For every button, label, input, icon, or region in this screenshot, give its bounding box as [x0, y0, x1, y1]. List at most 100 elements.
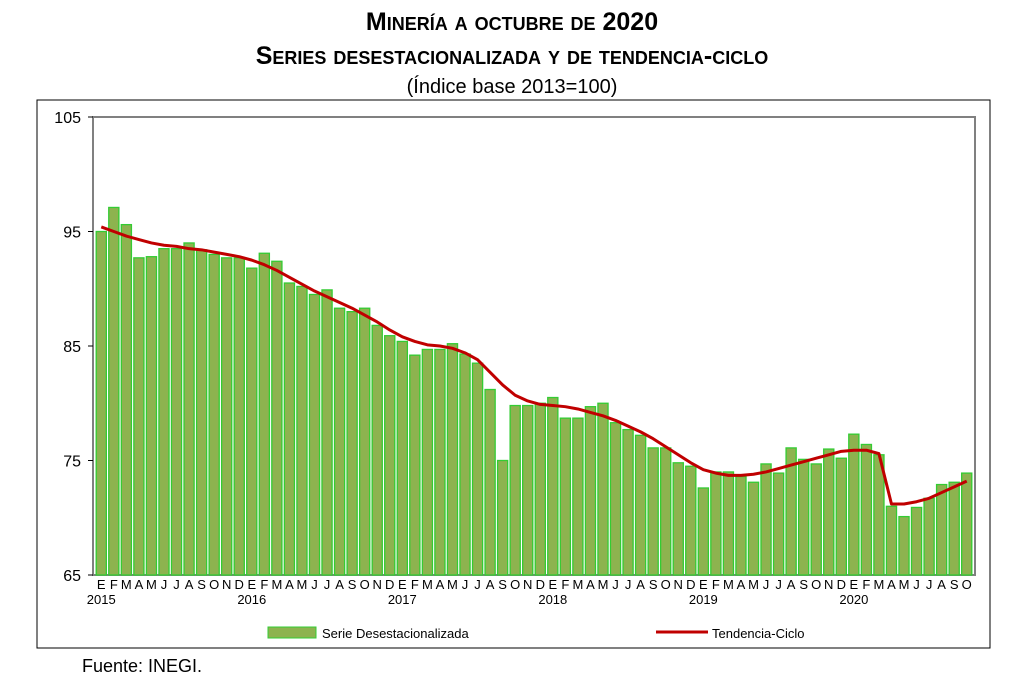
month-label: O — [962, 577, 972, 592]
month-label: A — [787, 577, 796, 592]
month-label: A — [636, 577, 645, 592]
month-label: J — [625, 577, 632, 592]
bar — [961, 472, 973, 576]
month-label: M — [598, 577, 609, 592]
bar — [108, 206, 120, 576]
month-label: S — [799, 577, 808, 592]
month-label: A — [135, 577, 144, 592]
legend-bar-label: Serie Desestacionalizada — [322, 626, 469, 641]
bar — [133, 257, 145, 576]
bar — [810, 463, 822, 576]
month-label: F — [260, 577, 268, 592]
y-tick-label: 95 — [63, 225, 81, 242]
bar — [308, 293, 321, 576]
month-label: F — [712, 577, 720, 592]
bar — [710, 471, 722, 576]
month-label: D — [385, 577, 394, 592]
bar — [597, 402, 609, 576]
month-label: S — [498, 577, 507, 592]
bar — [823, 448, 835, 576]
month-label: A — [436, 577, 445, 592]
legend-trend-label: Tendencia-Ciclo — [712, 626, 805, 641]
month-label: A — [737, 577, 746, 592]
month-label: M — [121, 577, 132, 592]
month-label: E — [398, 577, 407, 592]
month-label: N — [523, 577, 532, 592]
month-label: S — [348, 577, 357, 592]
bar — [735, 475, 747, 576]
month-label: S — [197, 577, 206, 592]
bar — [910, 506, 923, 576]
month-label: A — [586, 577, 595, 592]
chart-title: Minería a octubre de 2020 — [365, 8, 659, 36]
bar — [220, 257, 233, 576]
month-label: J — [775, 577, 782, 592]
bar — [559, 417, 572, 576]
month-label: D — [235, 577, 244, 592]
bar — [935, 483, 948, 576]
year-label: 2019 — [689, 592, 718, 607]
month-label: J — [913, 577, 920, 592]
bar — [434, 348, 446, 576]
bar — [346, 310, 358, 576]
bar — [685, 465, 697, 576]
bar — [233, 257, 245, 576]
y-tick-label: 85 — [63, 339, 81, 356]
month-label: E — [97, 577, 106, 592]
bar — [622, 428, 634, 576]
bar — [860, 443, 873, 576]
legend-bar-swatch — [267, 626, 317, 639]
bar — [321, 289, 333, 576]
month-label: J — [161, 577, 168, 592]
bar — [948, 481, 960, 576]
bar — [333, 307, 346, 576]
month-label: F — [411, 577, 419, 592]
bar — [923, 497, 935, 576]
month-label: M — [271, 577, 282, 592]
month-label: M — [723, 577, 734, 592]
month-label: F — [862, 577, 870, 592]
month-label: J — [763, 577, 770, 592]
month-label: M — [422, 577, 433, 592]
bar — [208, 253, 220, 576]
bar — [672, 462, 684, 576]
month-label: S — [649, 577, 658, 592]
month-label: A — [887, 577, 896, 592]
chart-frame — [36, 99, 991, 649]
month-label: O — [661, 577, 671, 592]
unit-note: (Índice base 2013=100) — [406, 76, 618, 98]
month-label: O — [360, 577, 370, 592]
month-label: J — [612, 577, 619, 592]
month-label: E — [850, 577, 859, 592]
month-label: E — [247, 577, 256, 592]
month-label: J — [474, 577, 481, 592]
bar — [484, 388, 496, 576]
bar — [296, 285, 308, 576]
bar — [898, 515, 910, 576]
month-label: M — [874, 577, 885, 592]
month-label: D — [686, 577, 695, 592]
month-label: J — [324, 577, 331, 592]
bar — [760, 463, 772, 576]
month-label: N — [373, 577, 382, 592]
bar — [797, 458, 810, 576]
bar — [722, 471, 735, 576]
month-label: A — [937, 577, 946, 592]
month-label: J — [462, 577, 469, 592]
bar — [659, 447, 672, 576]
bar — [496, 459, 509, 576]
bar — [195, 249, 208, 576]
source-note: Fuente: INEGI. — [82, 656, 203, 676]
trend-line — [100, 225, 968, 506]
bar — [697, 487, 710, 576]
bar — [634, 434, 647, 576]
year-label: 2018 — [538, 592, 567, 607]
bar — [120, 223, 133, 576]
month-label: F — [561, 577, 569, 592]
bar — [572, 417, 584, 576]
bar — [358, 307, 371, 576]
month-label: M — [297, 577, 308, 592]
bar — [848, 433, 860, 576]
bar — [421, 348, 434, 576]
